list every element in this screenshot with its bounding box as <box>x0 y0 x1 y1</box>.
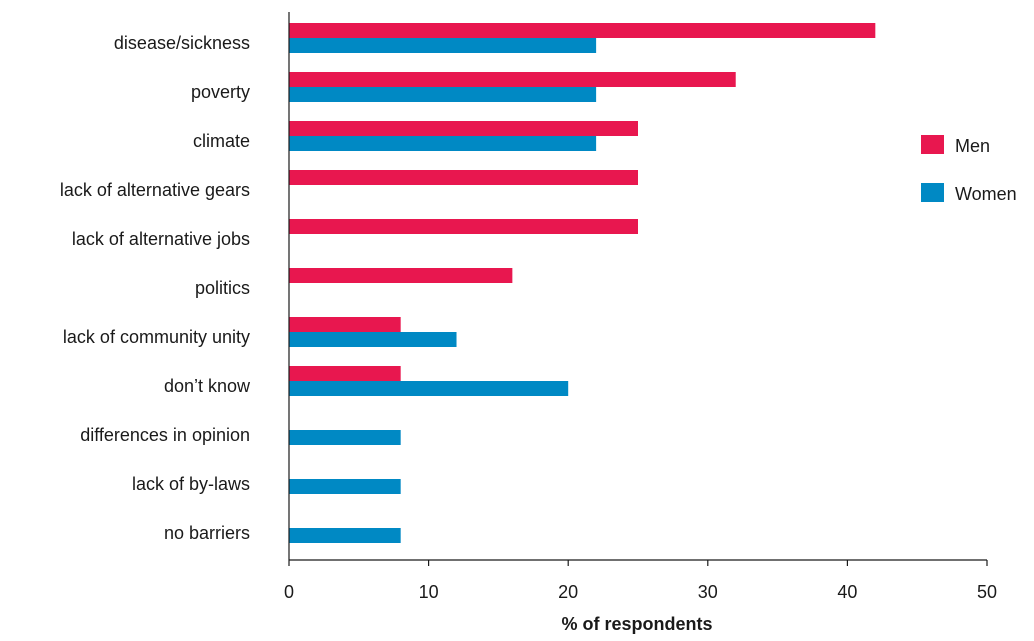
bar-men <box>289 317 401 332</box>
bars-layer <box>289 23 876 543</box>
axes-layer <box>288 12 987 561</box>
bar-men <box>289 366 401 381</box>
category-label: climate <box>193 131 250 151</box>
bar-women <box>289 430 401 445</box>
bar-men <box>289 121 638 136</box>
legend-label-women: Women <box>955 184 1017 204</box>
legend-swatch-women <box>921 183 944 202</box>
bar-women <box>289 87 597 102</box>
x-tick-label: 20 <box>558 582 578 602</box>
bar-women <box>289 479 401 494</box>
x-tick-label: 30 <box>698 582 718 602</box>
bar-men <box>289 268 513 283</box>
category-label: lack of alternative gears <box>60 180 250 200</box>
x-axis-title: % of respondents <box>561 614 712 634</box>
bar-men <box>289 23 876 38</box>
category-label: differences in opinion <box>80 425 250 445</box>
category-label: lack of by-laws <box>132 474 250 494</box>
category-label: lack of community unity <box>63 327 250 347</box>
category-label: lack of alternative jobs <box>72 229 250 249</box>
bar-women <box>289 136 597 151</box>
legend-label-men: Men <box>955 136 990 156</box>
category-label: disease/sickness <box>114 33 250 53</box>
category-label: poverty <box>191 82 250 102</box>
category-label: no barriers <box>164 523 250 543</box>
category-labels: disease/sickness poverty climate lack of al… <box>60 33 251 543</box>
bar-women <box>289 332 457 347</box>
bar-women <box>289 528 401 543</box>
category-label: politics <box>195 278 250 298</box>
bar-men <box>289 72 736 87</box>
bar-men <box>289 219 638 234</box>
x-tick-label: 50 <box>977 582 997 602</box>
legend-swatch-men <box>921 135 944 154</box>
bar-men <box>289 170 638 185</box>
bar-women <box>289 38 597 53</box>
x-tick-label: 0 <box>284 582 294 602</box>
x-tick-label: 40 <box>837 582 857 602</box>
category-label: don’t know <box>164 376 251 396</box>
legend: Men Women <box>921 135 1017 204</box>
bar-women <box>289 381 569 396</box>
x-tick-label: 10 <box>419 582 439 602</box>
x-ticks: 0 10 20 30 40 50 <box>284 560 997 602</box>
